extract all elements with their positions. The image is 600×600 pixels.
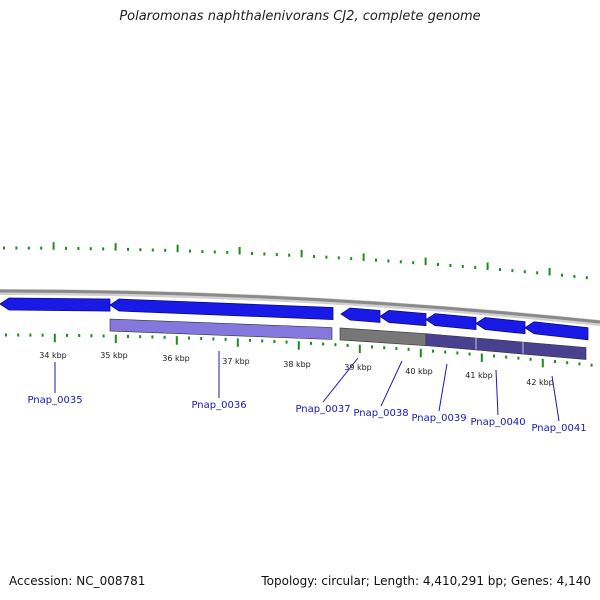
gene-label: Pnap_0039 [411,413,466,424]
inner-tick-marks [5,333,593,368]
ruler-label: 34 kbp [39,351,67,360]
gene-arrow [379,310,427,327]
cds-bars [109,318,587,360]
gene-label: Pnap_0040 [470,417,525,428]
gene-label-leader [380,360,403,407]
gene-arrow [475,317,526,335]
cds-bar [339,327,427,346]
ruler-label: 37 kbp [222,357,250,366]
genome-backbone [0,289,600,324]
cds-bar [425,333,587,360]
ruler-label: 41 kbp [465,371,493,380]
ruler-labels: 34 kbp 35 kbp 36 kbp 37 kbp 38 kbp 39 kbp 40 k… [39,351,554,387]
ruler-label: 38 kbp [283,360,311,369]
gene-arrows [0,297,589,341]
map-title: Polaromonas naphthalenivorans CJ2, compl… [119,9,481,24]
ruler-label: 35 kbp [100,351,128,360]
gene-label: Pnap_0041 [531,423,586,434]
gene-labels: Pnap_0035 Pnap_0036 Pnap_0037 Pnap_0038 Pnap… [27,351,587,434]
accession-label: Accession: NC_008781 [9,574,146,588]
gene-arrow [425,313,477,330]
outer-tick-marks [3,242,588,280]
topology-label: Topology: circular; Length: 4,410,291 bp… [261,574,591,588]
gene-label-leader [438,363,448,412]
gene-label: Pnap_0035 [27,395,82,406]
gene-label: Pnap_0037 [295,404,350,415]
gene-label: Pnap_0036 [191,400,246,411]
gene-arrow [0,297,111,312]
gene-label: Pnap_0038 [353,408,408,419]
ruler-label: 40 kbp [405,367,433,376]
ruler-label: 42 kbp [526,378,554,387]
gene-label-leader [495,369,499,416]
gene-label-leader [322,357,359,403]
ruler-label: 39 kbp [344,363,372,372]
ruler-label: 36 kbp [162,354,190,363]
gene-label-leader [551,375,560,422]
gene-arrow [340,307,381,323]
cds-bar [109,318,333,340]
gene-arrow [524,321,589,341]
gene-arrow [109,298,334,320]
